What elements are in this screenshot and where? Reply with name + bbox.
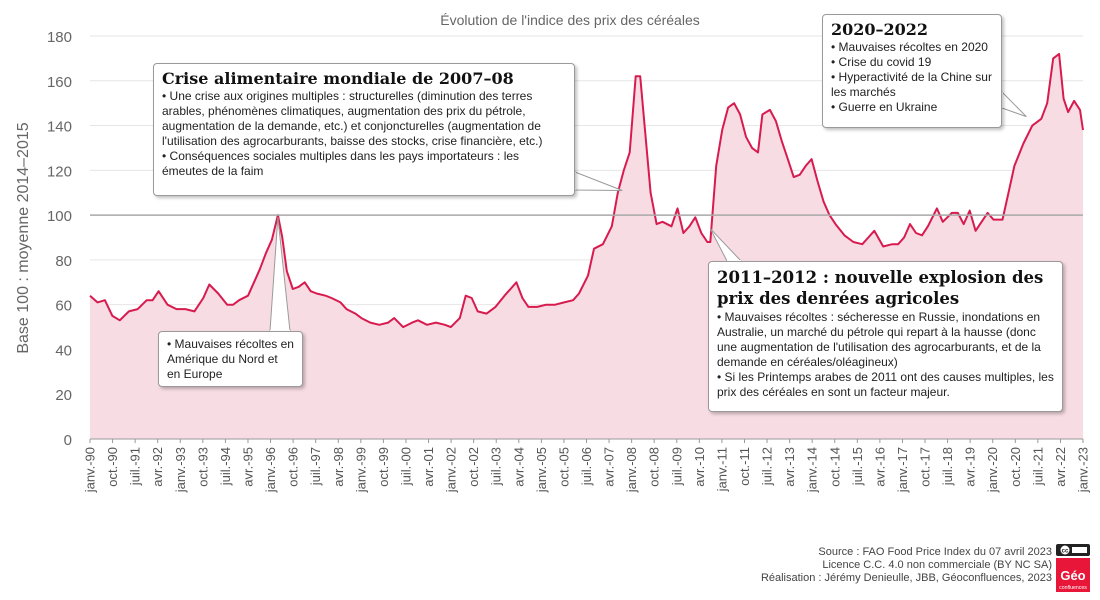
annotation-title: 2020–2022 — [831, 20, 929, 39]
x-tick-label: juil.-00 — [398, 447, 413, 486]
logo-text: Géo — [1060, 568, 1085, 583]
x-tick-label: oct.-99 — [376, 447, 391, 487]
x-tick-label: avr.-95 — [240, 447, 255, 487]
x-tick-label: juil.-21 — [1030, 447, 1045, 486]
x-tick-label: janv.-90 — [83, 447, 98, 493]
x-tick-label: oct.-14 — [827, 447, 842, 487]
y-axis-label: Base 100 : moyenne 2014–2015 — [15, 122, 32, 353]
x-tick-label: janv.-14 — [805, 447, 820, 493]
x-tick-label: avr.-07 — [602, 447, 617, 487]
x-tick-label: oct.-90 — [105, 447, 120, 487]
source-text: Source : FAO Food Price Index du 07 avri… — [818, 546, 1052, 558]
x-tick-label: juil.-91 — [128, 447, 143, 486]
x-tick-label: avr.-01 — [421, 447, 436, 487]
x-tick-label: juil.-97 — [308, 447, 323, 486]
x-tick-label: oct.-17 — [918, 447, 933, 487]
x-tick-label: janv.-05 — [534, 447, 549, 493]
x-tick-label: janv.-23 — [1076, 447, 1091, 493]
series-line — [89, 52, 1084, 329]
annotation-line: Conséquences sociales multiples dans les… — [162, 149, 566, 179]
x-tick-label: juil.-03 — [489, 447, 504, 486]
annotation-line: Mauvaises récoltes en 2020 — [831, 40, 993, 55]
annotation-line: Une crise aux origines multiples : struc… — [162, 89, 566, 149]
geoconfluences-logo: cc Géo confluences — [1056, 544, 1090, 592]
x-tick-label: avr.-10 — [692, 447, 707, 487]
annotation-title: 2011–2012 : nouvelle explosion des prix … — [717, 268, 1044, 308]
x-tick-label: janv.-02 — [444, 447, 459, 493]
x-tick-label: janv.-99 — [353, 447, 368, 493]
x-tick-label: oct.-11 — [737, 447, 752, 486]
license-text: Licence C.C. 4.0 non commerciale (BY NC … — [822, 559, 1052, 571]
x-tick-label: oct.-02 — [466, 447, 481, 487]
x-tick-label: juil.-06 — [579, 447, 594, 486]
annotation-crise-2007-08: Crise alimentaire mondiale de 2007–08 Un… — [153, 63, 575, 196]
y-tick-label: 180 — [47, 29, 72, 46]
x-tick-label: avr.-13 — [782, 447, 797, 487]
y-tick-label: 100 — [47, 208, 72, 225]
x-tick-label: avr.-16 — [872, 447, 887, 487]
annotation-line: Mauvaises récoltes en Amérique du Nord e… — [167, 337, 294, 382]
annotation-explosion-2011-2012: 2011–2012 : nouvelle explosion des prix … — [708, 261, 1063, 412]
annotation-2020-2022: 2020–2022 Mauvaises récoltes en 2020 Cri… — [822, 14, 1002, 128]
x-tick-label: avr.-19 — [963, 447, 978, 487]
x-tick-label: janv.-93 — [173, 447, 188, 493]
svg-text:cc: cc — [1062, 549, 1069, 555]
x-tick-label: juil.-18 — [940, 447, 955, 486]
y-tick-label: 80 — [55, 253, 72, 270]
y-tick-label: 0 — [64, 432, 72, 449]
creative-commons-icon — [1060, 545, 1070, 555]
x-tick-label: avr.-98 — [331, 447, 346, 487]
x-tick-label: avr.-22 — [1053, 447, 1068, 487]
x-tick-label: oct.-93 — [195, 447, 210, 487]
logo-subtext: confluences — [1059, 585, 1087, 591]
annotation-line: Si les Printemps arabes de 2011 ont des … — [717, 370, 1054, 400]
pointer-crise-2008 — [574, 171, 623, 191]
y-tick-label: 140 — [47, 119, 72, 136]
pointer-crise-2020 — [1001, 90, 1027, 118]
x-tick-label: juil.-15 — [850, 447, 865, 486]
chart-title: Évolution de l'indice des prix des céréa… — [440, 12, 700, 28]
x-tick-label: oct.-05 — [556, 447, 571, 487]
y-tick-label: 120 — [47, 163, 72, 180]
annotation-line: Hyperactivité de la Chine sur les marché… — [831, 70, 993, 100]
x-tick-label: janv.-17 — [895, 447, 910, 493]
x-tick-label: janv.-11 — [714, 447, 729, 492]
x-tick-label: janv.-08 — [624, 447, 639, 493]
x-tick-label: janv.-96 — [263, 447, 278, 493]
y-tick-label: 60 — [55, 298, 72, 315]
footer-credits: Source : FAO Food Price Index du 07 avri… — [761, 546, 1052, 585]
x-tick-label: oct.-08 — [647, 447, 662, 487]
x-tick-label: juil.-12 — [760, 447, 775, 486]
y-tick-label: 160 — [47, 74, 72, 91]
x-tick-label: avr.-92 — [150, 447, 165, 487]
annotation-line: Guerre en Ukraine — [831, 100, 993, 115]
y-tick-label: 40 — [55, 342, 72, 359]
x-tick-label: juil.-94 — [218, 447, 233, 486]
x-tick-label: oct.-20 — [1008, 447, 1023, 487]
credits-text: Réalisation : Jérémy Denieulle, JBB, Géo… — [760, 572, 1052, 584]
annotation-line: Crise du covid 19 — [831, 55, 993, 70]
annotation-line: Mauvaises récoltes : sécheresse en Russi… — [717, 310, 1054, 370]
annotation-title: Crise alimentaire mondiale de 2007–08 — [162, 69, 514, 88]
annotation-recoltes-1996: Mauvaises récoltes en Amérique du Nord e… — [158, 331, 303, 387]
x-tick-label: avr.-04 — [511, 447, 526, 487]
x-tick-label: oct.-96 — [286, 447, 301, 487]
x-tick-label: juil.-09 — [669, 447, 684, 486]
x-tick-label: janv.-20 — [985, 447, 1000, 493]
y-tick-label: 20 — [55, 387, 72, 404]
